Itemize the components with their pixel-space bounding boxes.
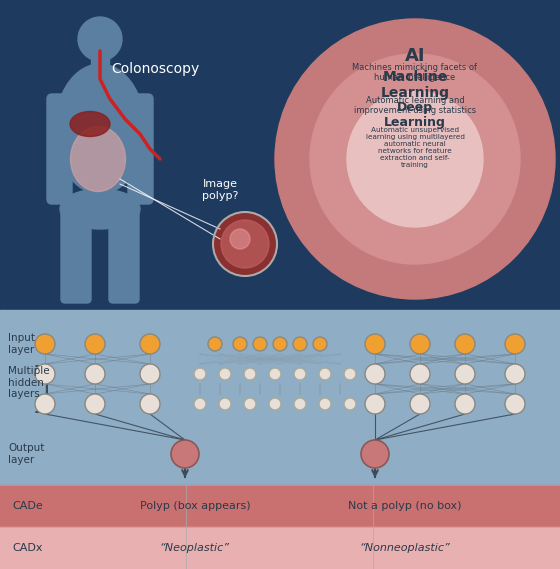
Ellipse shape bbox=[70, 112, 110, 137]
Circle shape bbox=[85, 394, 105, 414]
Circle shape bbox=[294, 368, 306, 380]
Circle shape bbox=[319, 368, 331, 380]
Text: Automatic learning and
improvement using statistics: Automatic learning and improvement using… bbox=[354, 96, 476, 116]
Circle shape bbox=[505, 334, 525, 354]
Ellipse shape bbox=[60, 189, 140, 229]
Circle shape bbox=[365, 334, 385, 354]
Circle shape bbox=[344, 368, 356, 380]
Circle shape bbox=[455, 364, 475, 384]
Circle shape bbox=[273, 337, 287, 351]
Circle shape bbox=[194, 368, 206, 380]
Circle shape bbox=[344, 398, 356, 410]
Circle shape bbox=[253, 337, 267, 351]
Circle shape bbox=[410, 364, 430, 384]
Bar bbox=[0, 310, 560, 485]
Text: Machine
Learning: Machine Learning bbox=[380, 70, 450, 100]
Circle shape bbox=[208, 337, 222, 351]
Text: Multiple
hidden
layers: Multiple hidden layers bbox=[8, 366, 50, 399]
Ellipse shape bbox=[55, 64, 145, 194]
Text: Automatic unsupervised
learning using multilayered
automatic neural
networks for: Automatic unsupervised learning using mu… bbox=[366, 127, 464, 168]
Text: Output
layer: Output layer bbox=[8, 443, 44, 465]
Circle shape bbox=[455, 394, 475, 414]
Text: “Nonneoplastic”: “Nonneoplastic” bbox=[360, 543, 450, 553]
Bar bbox=[0, 485, 560, 527]
Circle shape bbox=[140, 394, 160, 414]
Bar bbox=[91, 51, 109, 66]
FancyBboxPatch shape bbox=[47, 94, 72, 204]
Circle shape bbox=[194, 398, 206, 410]
Circle shape bbox=[275, 19, 555, 299]
Circle shape bbox=[347, 91, 483, 227]
FancyBboxPatch shape bbox=[109, 205, 139, 303]
Circle shape bbox=[35, 394, 55, 414]
Circle shape bbox=[293, 337, 307, 351]
Circle shape bbox=[310, 54, 520, 264]
Circle shape bbox=[219, 368, 231, 380]
Circle shape bbox=[35, 334, 55, 354]
Circle shape bbox=[140, 364, 160, 384]
Bar bbox=[0, 527, 560, 569]
Text: Deep
Learning: Deep Learning bbox=[384, 101, 446, 129]
Circle shape bbox=[269, 368, 281, 380]
Circle shape bbox=[140, 334, 160, 354]
Circle shape bbox=[233, 337, 247, 351]
FancyBboxPatch shape bbox=[128, 94, 153, 204]
Circle shape bbox=[294, 398, 306, 410]
Circle shape bbox=[365, 364, 385, 384]
Circle shape bbox=[213, 212, 277, 276]
Circle shape bbox=[221, 220, 269, 268]
Circle shape bbox=[244, 368, 256, 380]
Circle shape bbox=[85, 364, 105, 384]
Circle shape bbox=[85, 334, 105, 354]
Circle shape bbox=[244, 398, 256, 410]
Text: Colonoscopy: Colonoscopy bbox=[111, 62, 199, 76]
Text: “Neoplastic”: “Neoplastic” bbox=[160, 543, 230, 553]
Ellipse shape bbox=[71, 126, 125, 192]
Circle shape bbox=[78, 17, 122, 61]
Text: Machines mimicking facets of
human intelligence: Machines mimicking facets of human intel… bbox=[352, 63, 478, 83]
Circle shape bbox=[455, 334, 475, 354]
Circle shape bbox=[313, 337, 327, 351]
FancyBboxPatch shape bbox=[61, 205, 91, 303]
Bar bbox=[0, 0, 560, 310]
Circle shape bbox=[505, 394, 525, 414]
Circle shape bbox=[319, 398, 331, 410]
Text: Not a polyp (no box): Not a polyp (no box) bbox=[348, 501, 462, 511]
Text: Polyp (box appears): Polyp (box appears) bbox=[139, 501, 250, 511]
Circle shape bbox=[219, 398, 231, 410]
Circle shape bbox=[365, 394, 385, 414]
Circle shape bbox=[171, 440, 199, 468]
Text: CADx: CADx bbox=[12, 543, 43, 553]
Text: AI: AI bbox=[405, 47, 425, 65]
Text: Image
polyp?: Image polyp? bbox=[202, 179, 238, 201]
Circle shape bbox=[410, 334, 430, 354]
Text: CADe: CADe bbox=[12, 501, 43, 511]
Text: Input
layer: Input layer bbox=[8, 333, 35, 355]
Circle shape bbox=[269, 398, 281, 410]
Circle shape bbox=[35, 364, 55, 384]
Circle shape bbox=[230, 229, 250, 249]
Circle shape bbox=[410, 394, 430, 414]
Circle shape bbox=[505, 364, 525, 384]
Circle shape bbox=[361, 440, 389, 468]
